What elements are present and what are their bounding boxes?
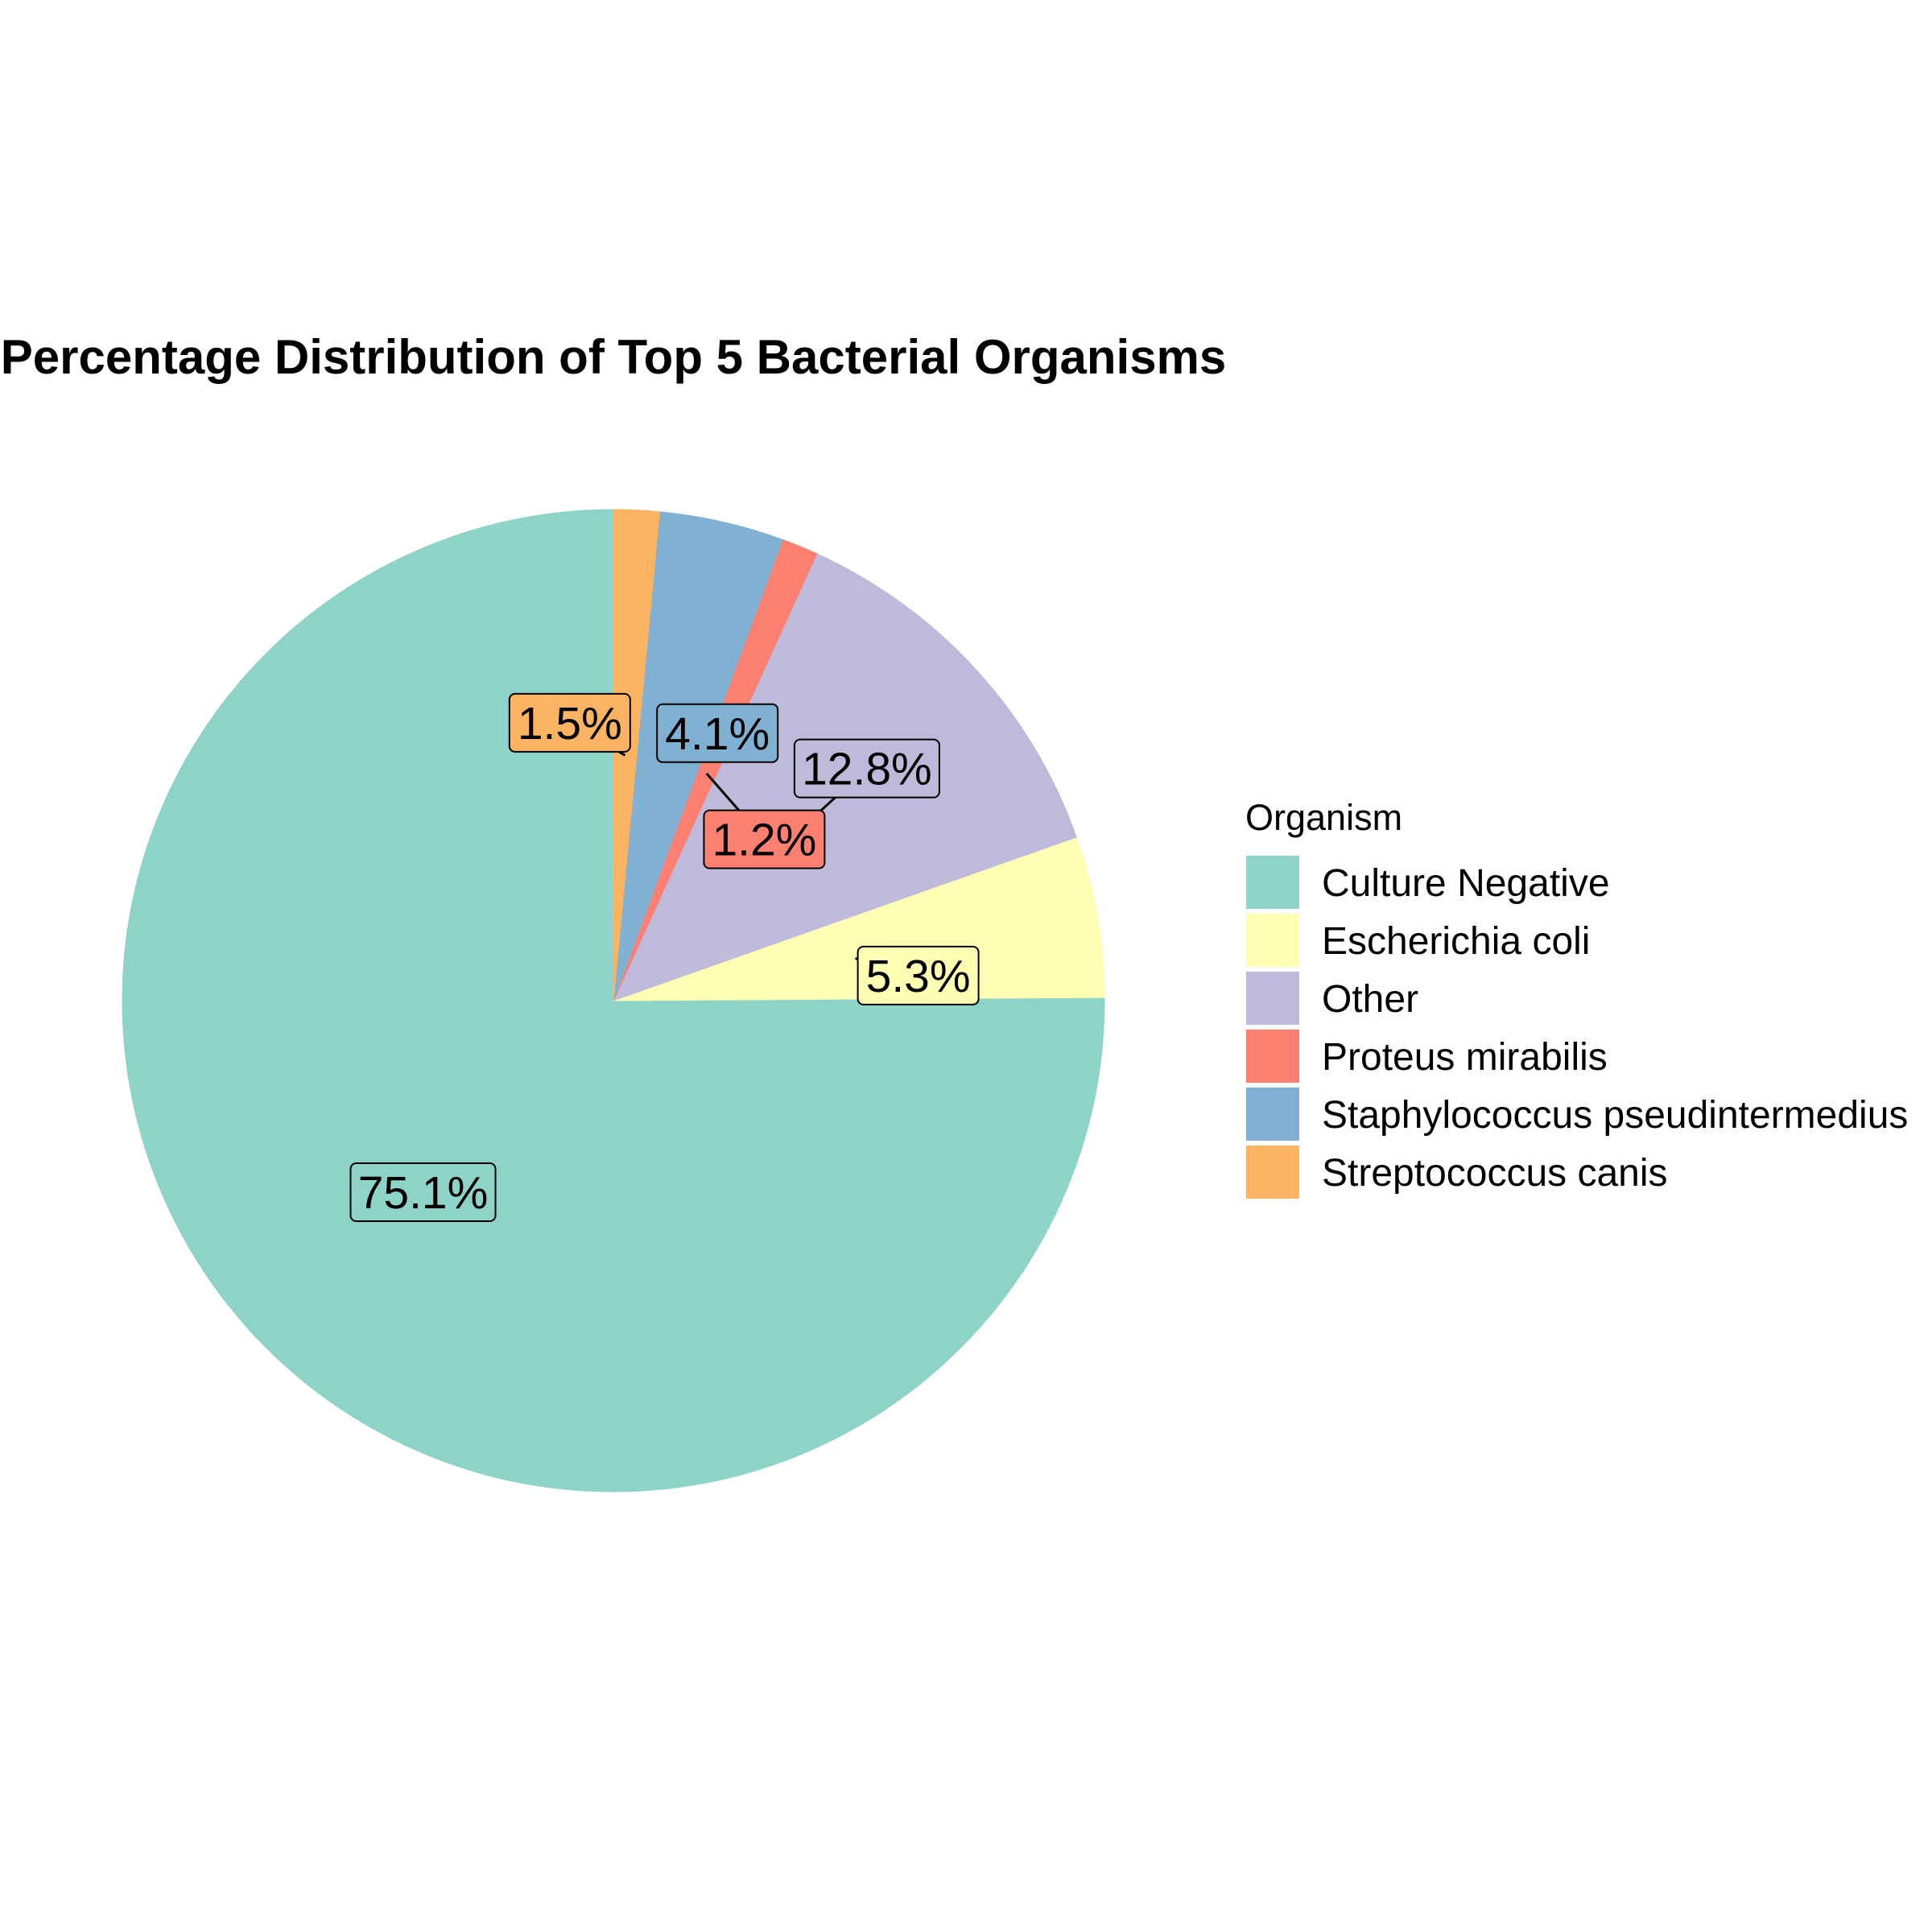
data-label-text: 1.5% [518,698,622,749]
chart-title: Percentage Distribution of Top 5 Bacteri… [1,330,1227,384]
legend-label: Proteus mirabilis [1322,1036,1608,1079]
data-label-staphylococcus-pseudintermedius: 4.1% [656,703,779,763]
data-label-text: 12.8% [802,744,932,795]
data-labels: 75.1% 5.3% 12.8% 1.2% 4.1% 1.5% [349,692,980,1222]
data-label-text: 5.3% [866,951,971,1002]
data-label-box [656,703,779,763]
legend-swatch [1246,1030,1299,1083]
data-label-escherichia-coli: 5.3% [857,945,980,1005]
data-label-box [508,692,631,753]
data-label-culture-negative: 75.1% [349,1162,497,1222]
legend-swatch [1246,914,1299,967]
legend-item-streptococcus-canis: Streptococcus canis [1246,1146,1668,1199]
legend-swatch [1246,856,1299,909]
legend-label: Escherichia coli [1322,920,1590,963]
pie-slice-culture-negative [122,509,1105,1492]
data-label-box [793,738,940,799]
legend-item-staphylococcus-pseudintermedius: Staphylococcus pseudintermedius [1246,1088,1908,1141]
legend-label: Streptococcus canis [1322,1152,1668,1195]
legend-item-culture-negative: Culture Negative [1246,856,1610,909]
legend-label: Other [1322,978,1418,1021]
data-label-box [349,1162,497,1222]
data-label-streptococcus-canis: 1.5% [508,692,631,753]
data-label-text: 1.2% [712,815,816,866]
pie-slice-streptococcus-canis [613,509,660,1001]
legend-label: Staphylococcus pseudintermedius [1322,1094,1908,1137]
legend-swatch [1246,972,1299,1025]
data-label-other: 12.8% [793,738,940,799]
legend-title: Organism [1245,797,1402,838]
legend: Organism Culture Negative Escherichia col… [1245,797,1908,1199]
legend-swatch [1246,1146,1299,1199]
data-label-text: 75.1% [358,1167,489,1219]
data-label-box [857,945,980,1005]
data-label-text: 4.1% [665,708,770,760]
pie-slice-escherichia-coli [613,836,1105,1001]
legend-item-proteus-mirabilis: Proteus mirabilis [1246,1030,1608,1083]
legend-items: Culture Negative Escherichia coli Other Pro… [1246,856,1908,1199]
legend-item-other: Other [1246,972,1418,1025]
data-label-box [703,809,826,869]
legend-label: Culture Negative [1322,862,1610,905]
legend-item-escherichia-coli: Escherichia coli [1246,914,1590,967]
data-label-proteus-mirabilis: 1.2% [703,809,826,869]
legend-swatch [1246,1088,1299,1141]
